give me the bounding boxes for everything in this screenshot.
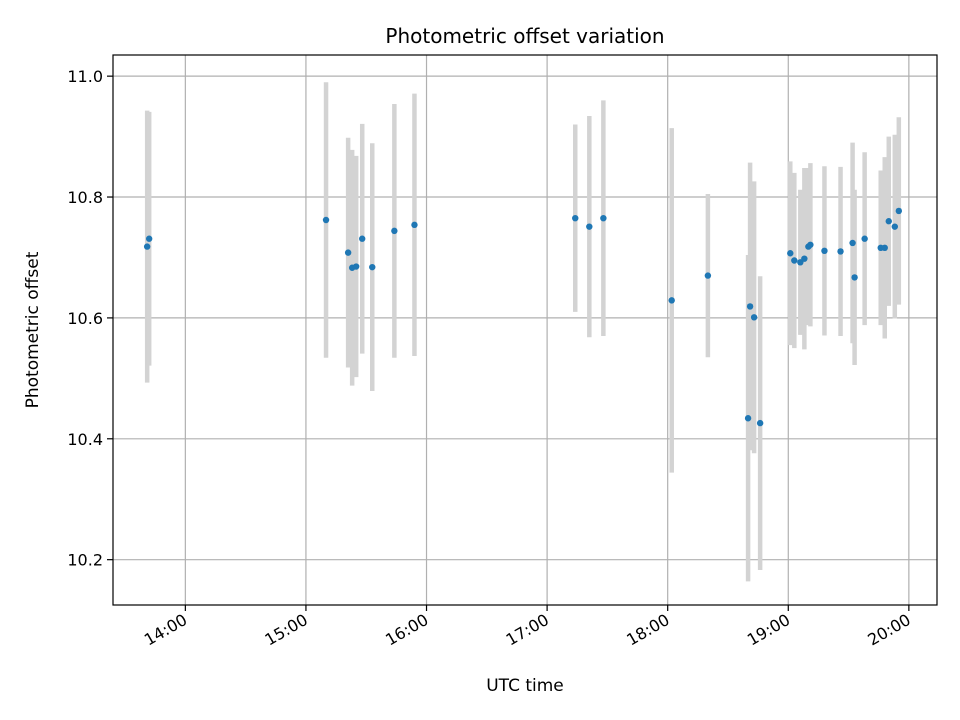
data-point xyxy=(881,244,888,252)
data-point xyxy=(891,223,898,230)
data-point xyxy=(572,214,579,222)
data-point xyxy=(145,235,153,242)
y-tick-label: 11.0 xyxy=(67,67,103,86)
data-point xyxy=(851,274,858,281)
data-point xyxy=(885,218,892,225)
point-layer xyxy=(143,207,903,427)
data-point xyxy=(143,243,151,250)
data-point xyxy=(791,257,798,264)
data-point xyxy=(359,235,366,242)
data-point xyxy=(746,303,754,310)
plot-frame xyxy=(112,54,938,606)
data-point xyxy=(322,216,330,224)
data-point xyxy=(837,248,844,255)
data-point xyxy=(756,419,764,427)
y-tick-label: 10.6 xyxy=(67,309,103,328)
data-point xyxy=(821,247,828,255)
data-point xyxy=(411,221,418,229)
data-point xyxy=(586,223,593,230)
x-axis-title: UTC time xyxy=(486,676,564,696)
data-point xyxy=(600,214,607,222)
data-point xyxy=(895,207,903,215)
data-point xyxy=(344,249,352,256)
data-point xyxy=(369,263,376,271)
data-point xyxy=(744,415,752,422)
data-point xyxy=(861,235,868,242)
data-point xyxy=(391,227,398,235)
data-point xyxy=(668,297,675,304)
y-tick-label: 10.8 xyxy=(67,188,103,207)
chart-title: Photometric offset variation xyxy=(385,24,664,48)
y-tick-label: 10.2 xyxy=(67,551,103,570)
y-tick-label: 10.4 xyxy=(67,430,103,449)
data-point xyxy=(704,272,712,279)
data-point xyxy=(352,263,360,270)
data-point xyxy=(849,239,856,247)
data-point xyxy=(787,250,794,257)
data-point xyxy=(750,314,758,321)
data-point xyxy=(801,255,808,262)
y-axis-title: Photometric offset xyxy=(23,251,43,408)
data-point xyxy=(807,241,814,248)
